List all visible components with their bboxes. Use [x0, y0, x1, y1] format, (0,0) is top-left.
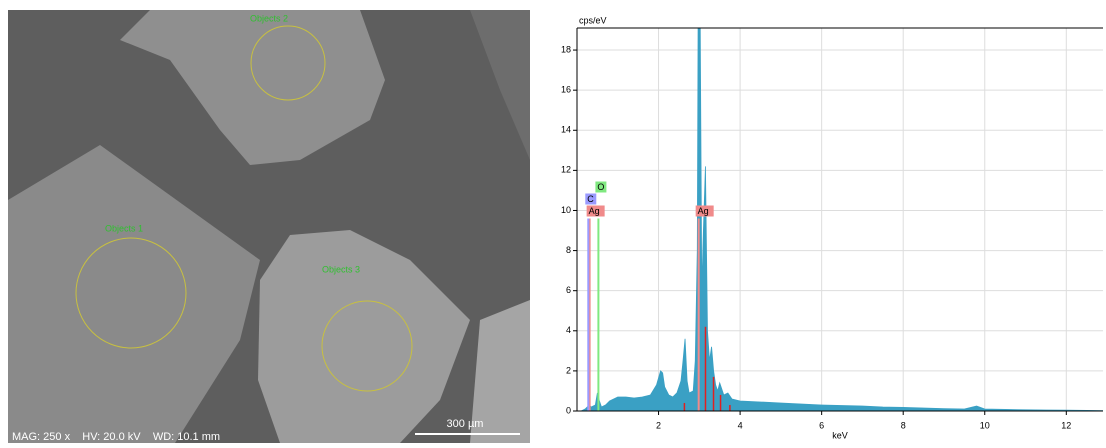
spectrum [580, 28, 1103, 411]
x-tick-label: 2 [656, 420, 661, 430]
element-label: O [597, 182, 604, 192]
element-label: C [587, 194, 594, 204]
scale-bar-label: 300 µm [447, 418, 484, 430]
y-tick-label: 4 [566, 325, 571, 335]
y-tick-label: 16 [561, 85, 571, 95]
x-tick-label: 4 [738, 420, 743, 430]
object-label: Objects 1 [105, 223, 143, 233]
element-label-box [586, 205, 605, 217]
object-label: Objects 2 [250, 13, 288, 23]
plot-area [577, 28, 1103, 411]
y-tick-label: 0 [566, 405, 571, 415]
image-info: MAG: 250 x HV: 20.0 kV WD: 10.1 mm [12, 431, 220, 443]
sem-image: Objects 1 Objects 2 Objects 3 MAG: 250 x… [8, 10, 530, 443]
x-axis-label: keV [832, 430, 848, 440]
y-tick-label: 18 [561, 44, 571, 54]
y-tick-label: 14 [561, 125, 571, 135]
y-tick-label: 8 [566, 245, 571, 255]
element-label-box [595, 181, 607, 193]
y-axis-label: cps/eV [579, 15, 607, 25]
x-tick-label: 6 [819, 420, 824, 430]
element-label-box [695, 205, 714, 217]
y-tick-label: 12 [561, 165, 571, 175]
element-label: Ag [698, 206, 709, 216]
y-tick-label: 2 [566, 365, 571, 375]
object-label: Objects 3 [322, 264, 360, 274]
plot-content [580, 28, 1103, 411]
y-tick-label: 10 [561, 205, 571, 215]
x-tick-label: 10 [980, 420, 990, 430]
y-tick-label: 6 [566, 285, 571, 295]
x-tick-label: 12 [1061, 420, 1071, 430]
element-label-box [585, 193, 597, 205]
element-label: Ag [589, 206, 600, 216]
x-tick-label: 8 [901, 420, 906, 430]
